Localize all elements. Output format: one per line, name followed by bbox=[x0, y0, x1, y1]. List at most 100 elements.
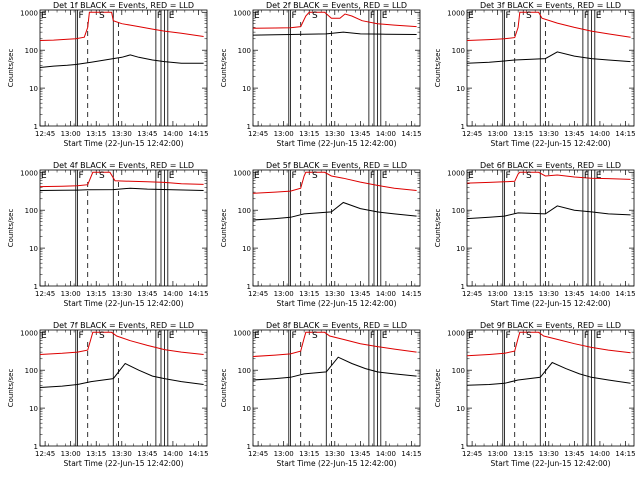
y-tick-label: 1 bbox=[461, 123, 465, 131]
y-tick-label: 10 bbox=[29, 405, 38, 413]
x-tick-label: 12:45 bbox=[462, 290, 482, 298]
plot-content bbox=[253, 170, 417, 286]
x-tick-label: 13:00 bbox=[274, 130, 294, 138]
y-tick-label: 10 bbox=[456, 85, 465, 93]
x-tick-label: 14:00 bbox=[376, 450, 396, 458]
y-tick-label: 1 bbox=[247, 443, 251, 451]
x-tick-label: 12:45 bbox=[35, 450, 55, 458]
marker-label: S bbox=[99, 11, 105, 21]
y-axis-label: Counts/sec bbox=[7, 49, 15, 88]
x-axis-label: Start Time (22-Jun-15 12:42:00) bbox=[64, 459, 184, 468]
y-tick-label: 1 bbox=[461, 283, 465, 291]
x-tick-label: 13:00 bbox=[274, 290, 294, 298]
marker-label: E bbox=[41, 11, 47, 21]
marker-label: F bbox=[157, 171, 162, 181]
x-tick-label: 12:45 bbox=[462, 130, 482, 138]
marker-label: F bbox=[78, 11, 83, 21]
x-tick-label: 14:15 bbox=[615, 130, 635, 138]
detector-panel-9: Det 9f BLACK = Events, RED = LLD 1 10 100 10… bbox=[434, 321, 636, 468]
marker-label: F bbox=[291, 331, 296, 341]
marker-label: E bbox=[468, 171, 474, 181]
panel-title: Det 3f BLACK = Events, RED = LLD bbox=[480, 1, 621, 10]
x-tick-label: 13:15 bbox=[513, 290, 533, 298]
lld-series-line bbox=[40, 11, 204, 41]
events-series-line bbox=[467, 51, 631, 64]
marker-label: F bbox=[78, 331, 83, 341]
x-tick-label: 13:15 bbox=[299, 450, 319, 458]
y-axis-label: Counts/sec bbox=[220, 209, 228, 248]
plot-frame bbox=[39, 329, 208, 447]
y-tick-label: 1000 bbox=[233, 9, 251, 17]
marker-label: E bbox=[468, 11, 474, 21]
plot-frame bbox=[466, 9, 635, 127]
detector-panel-4: Det 4f BLACK = Events, RED = LLD 1 10 100 10… bbox=[7, 161, 209, 308]
marker-label: E bbox=[382, 331, 388, 341]
marker-label: F bbox=[370, 171, 375, 181]
marker-label: S bbox=[526, 11, 532, 21]
x-tick-label: 12:45 bbox=[248, 450, 268, 458]
x-tick-label: 13:45 bbox=[137, 130, 157, 138]
x-tick-label: 13:00 bbox=[61, 130, 81, 138]
y-tick-label: 100 bbox=[238, 207, 251, 215]
plot-content bbox=[40, 170, 204, 286]
y-tick-label: 10 bbox=[242, 405, 251, 413]
y-tick-label: 10 bbox=[456, 245, 465, 253]
events-series-line bbox=[253, 356, 417, 381]
x-tick-label: 12:45 bbox=[248, 130, 268, 138]
detector-panel-1: Det 1f BLACK = Events, RED = LLD 1 10 100 10… bbox=[7, 1, 209, 148]
marker-label: F bbox=[370, 331, 375, 341]
x-axis-label: Start Time (22-Jun-15 12:42:00) bbox=[277, 459, 397, 468]
events-series-line bbox=[253, 31, 417, 36]
y-tick-label: 10 bbox=[29, 85, 38, 93]
y-tick-label: 10 bbox=[456, 405, 465, 413]
x-tick-label: 13:00 bbox=[274, 450, 294, 458]
x-tick-label: 12:45 bbox=[462, 450, 482, 458]
marker-label: F bbox=[505, 171, 510, 181]
x-tick-label: 13:45 bbox=[137, 290, 157, 298]
marker-label: E bbox=[41, 331, 47, 341]
y-tick-label: 100 bbox=[452, 47, 465, 55]
x-tick-label: 14:15 bbox=[188, 130, 208, 138]
x-axis-label: Start Time (22-Jun-15 12:42:00) bbox=[64, 299, 184, 308]
x-tick-label: 13:15 bbox=[86, 450, 106, 458]
marker-label: S bbox=[526, 331, 532, 341]
y-axis-label: Counts/sec bbox=[434, 209, 442, 248]
x-tick-label: 13:15 bbox=[513, 130, 533, 138]
x-tick-label: 14:15 bbox=[401, 290, 421, 298]
x-tick-label: 14:15 bbox=[188, 450, 208, 458]
x-tick-label: 14:00 bbox=[163, 290, 183, 298]
marker-label: S bbox=[312, 171, 318, 181]
detector-panel-3: Det 3f BLACK = Events, RED = LLD 1 10 100 10… bbox=[434, 1, 636, 148]
x-tick-label: 13:45 bbox=[350, 130, 370, 138]
x-tick-label: 13:30 bbox=[325, 130, 345, 138]
x-tick-label: 13:15 bbox=[299, 130, 319, 138]
events-series-line bbox=[40, 362, 204, 388]
y-tick-label: 1000 bbox=[447, 9, 465, 17]
x-tick-label: 13:15 bbox=[86, 290, 106, 298]
detector-panel-7: Det 7f BLACK = Events, RED = LLD 1 10 100 10… bbox=[7, 321, 209, 468]
y-tick-label: 1 bbox=[34, 283, 38, 291]
x-tick-label: 13:30 bbox=[325, 450, 345, 458]
lld-series-line bbox=[467, 171, 631, 184]
y-tick-label: 1000 bbox=[233, 329, 251, 337]
plot-frame bbox=[252, 9, 421, 127]
x-tick-label: 14:15 bbox=[615, 450, 635, 458]
x-tick-label: 13:00 bbox=[488, 290, 508, 298]
x-tick-label: 13:30 bbox=[539, 450, 559, 458]
panel-title: Det 2f BLACK = Events, RED = LLD bbox=[266, 1, 407, 10]
x-tick-label: 14:00 bbox=[163, 450, 183, 458]
lld-series-line bbox=[467, 331, 631, 357]
events-series-line bbox=[40, 187, 204, 191]
marker-label: E bbox=[169, 171, 175, 181]
x-tick-label: 14:00 bbox=[590, 130, 610, 138]
marker-label: F bbox=[584, 11, 589, 21]
x-axis-label: Start Time (22-Jun-15 12:42:00) bbox=[491, 299, 611, 308]
marker-label: F bbox=[78, 171, 83, 181]
x-tick-label: 13:45 bbox=[350, 450, 370, 458]
marker-label: F bbox=[505, 331, 510, 341]
x-axis-label: Start Time (22-Jun-15 12:42:00) bbox=[64, 139, 184, 148]
y-tick-label: 10 bbox=[29, 245, 38, 253]
y-tick-label: 1000 bbox=[447, 169, 465, 177]
y-tick-label: 100 bbox=[452, 207, 465, 215]
plot-frame bbox=[252, 329, 421, 447]
